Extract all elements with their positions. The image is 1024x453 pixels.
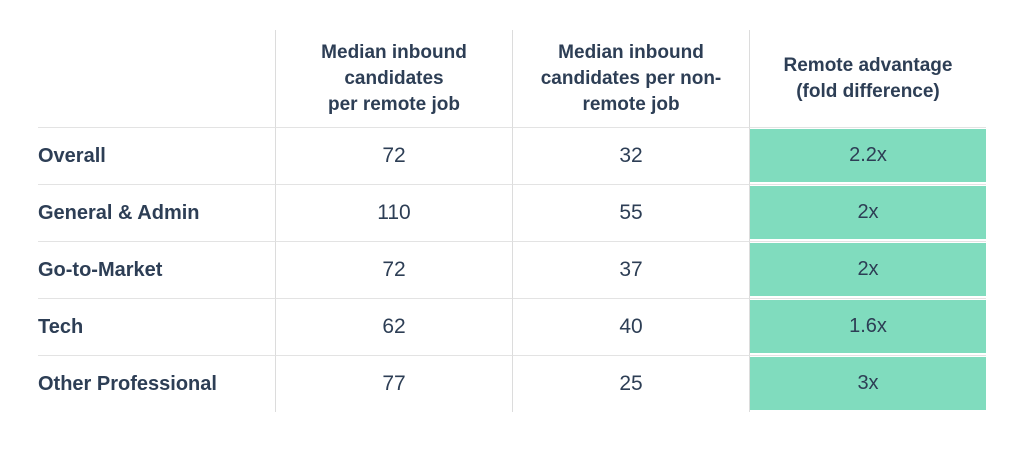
value-overall-non-remote: 32 xyxy=(512,127,749,184)
row-label-general-admin: General & Admin xyxy=(38,184,275,241)
value-tech-remote: 62 xyxy=(275,298,512,355)
value-other-professional-non-remote: 25 xyxy=(512,355,749,412)
value-overall-remote: 72 xyxy=(275,127,512,184)
value-general-admin-advantage: 2x xyxy=(749,184,986,241)
header-remote-advantage: Remote advantage (fold difference) xyxy=(749,30,986,127)
value-tech-non-remote: 40 xyxy=(512,298,749,355)
row-label-go-to-market: Go-to-Market xyxy=(38,241,275,298)
value-overall-advantage: 2.2x xyxy=(749,127,986,184)
header-corner-cell xyxy=(38,30,275,127)
value-general-admin-non-remote: 55 xyxy=(512,184,749,241)
row-label-overall: Overall xyxy=(38,127,275,184)
row-label-tech: Tech xyxy=(38,298,275,355)
value-tech-advantage: 1.6x xyxy=(749,298,986,355)
remote-advantage-table: Median inbound candidates per remote job… xyxy=(38,30,986,412)
value-other-professional-remote: 77 xyxy=(275,355,512,412)
highlight-cell: 2.2x xyxy=(750,129,986,182)
value-general-admin-remote: 110 xyxy=(275,184,512,241)
value-go-to-market-remote: 72 xyxy=(275,241,512,298)
value-go-to-market-advantage: 2x xyxy=(749,241,986,298)
highlight-cell: 2x xyxy=(750,243,986,296)
value-go-to-market-non-remote: 37 xyxy=(512,241,749,298)
highlight-cell: 1.6x xyxy=(750,300,986,353)
value-other-professional-advantage: 3x xyxy=(749,355,986,412)
header-remote-candidates: Median inbound candidates per remote job xyxy=(275,30,512,127)
row-label-other-professional: Other Professional xyxy=(38,355,275,412)
header-non-remote-candidates: Median inbound candidates per non- remot… xyxy=(512,30,749,127)
highlight-cell: 2x xyxy=(750,186,986,239)
highlight-cell: 3x xyxy=(750,357,986,410)
